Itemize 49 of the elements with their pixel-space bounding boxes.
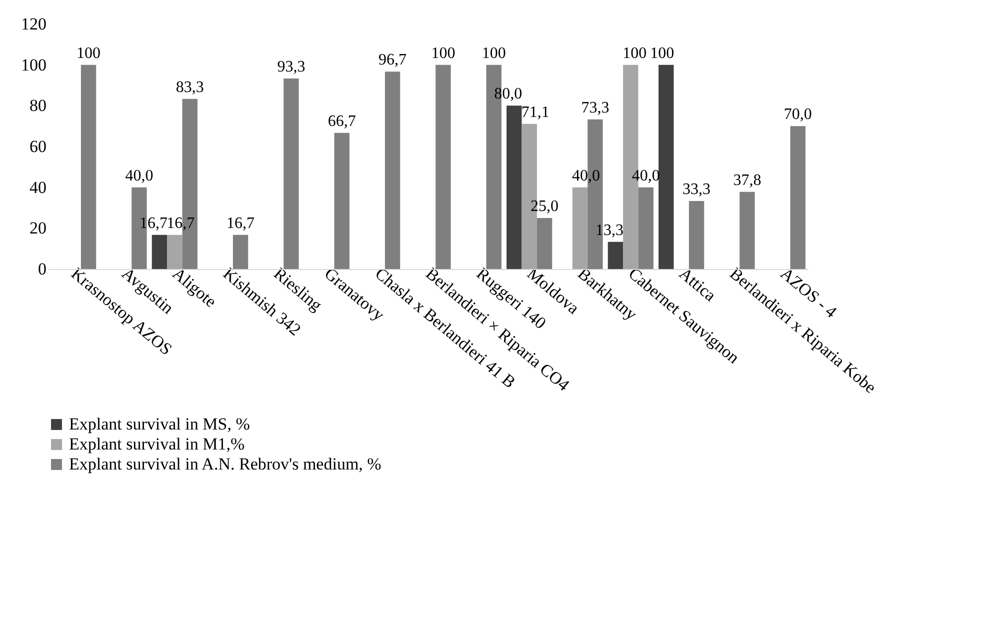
data-label: 100 — [622, 44, 647, 62]
bar — [740, 192, 755, 269]
data-label: 16,7 — [166, 214, 195, 232]
data-label: 40,0 — [572, 167, 600, 184]
data-label: 80,0 — [494, 86, 522, 103]
data-label: 83,3 — [176, 78, 204, 96]
data-label: 16,7 — [139, 214, 168, 232]
bar — [232, 234, 248, 269]
y-tick-label: 0 — [38, 260, 46, 278]
y-tick-label: 80 — [30, 96, 46, 116]
data-label: 66,7 — [328, 112, 356, 130]
y-tick-label: 100 — [21, 55, 46, 74]
bar — [284, 78, 299, 269]
data-label: 100 — [431, 44, 456, 62]
data-label: 25,0 — [530, 198, 559, 215]
bar — [80, 64, 96, 269]
bar — [608, 242, 624, 269]
data-label: 16,7 — [226, 214, 255, 232]
data-label: 100 — [650, 44, 674, 62]
bar — [506, 106, 522, 269]
data-label: 13,3 — [595, 222, 624, 239]
bar — [688, 201, 704, 269]
data-label: 96,7 — [378, 52, 407, 69]
legend-label: Explant survival in M1,% — [69, 434, 245, 454]
bar — [384, 72, 400, 269]
bar — [436, 64, 451, 269]
bar — [152, 234, 168, 269]
y-tick-label: 120 — [21, 14, 46, 34]
bar — [572, 187, 588, 269]
data-label: 33,3 — [682, 181, 711, 198]
data-label: 70,0 — [784, 106, 812, 124]
legend-label: Explant survival in MS, % — [69, 414, 250, 434]
data-label: 37,8 — [733, 172, 762, 189]
bar — [536, 218, 552, 269]
data-label: 73,3 — [581, 99, 610, 116]
data-label: 40,0 — [125, 167, 154, 184]
y-tick-label: 20 — [30, 218, 46, 238]
bar — [638, 187, 654, 269]
y-tick-label: 60 — [30, 137, 46, 156]
bar — [790, 126, 806, 269]
data-label: 100 — [76, 44, 101, 62]
y-tick-label: 40 — [30, 178, 46, 197]
legend-label: Explant survival in A.N. Rebrov's medium, % — [69, 454, 382, 474]
bar — [167, 234, 182, 269]
data-label: 71,1 — [521, 104, 550, 121]
data-label: 100 — [482, 44, 506, 62]
bar — [658, 64, 674, 269]
data-label: 93,3 — [277, 58, 306, 76]
bar — [334, 132, 350, 269]
